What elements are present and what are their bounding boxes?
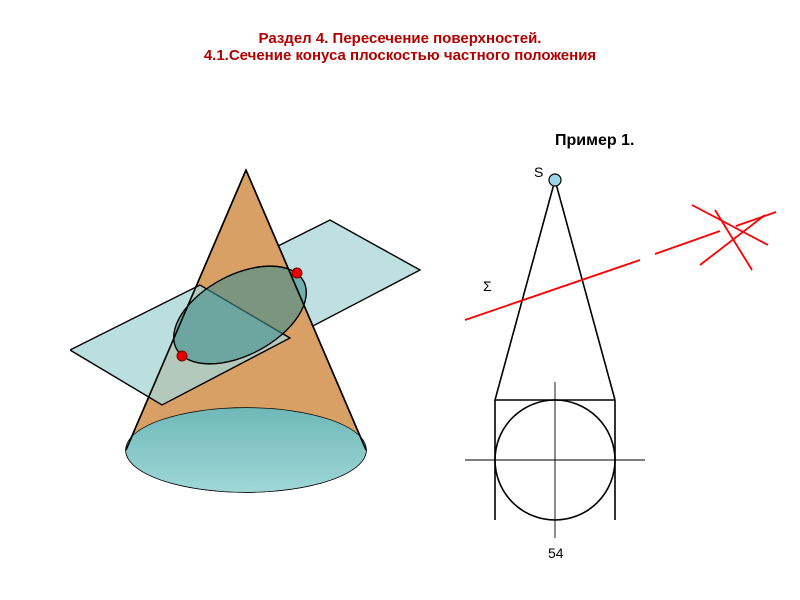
cross-line-2 — [715, 210, 752, 270]
apex-marker — [549, 174, 561, 186]
intersection-point-2 — [292, 268, 302, 278]
title-line-1: Раздел 4. Пересечение поверхностей. — [0, 30, 800, 47]
left-3d-figure — [70, 140, 430, 540]
title-line-2: 4.1.Сечение конуса плоскостью частного п… — [0, 47, 800, 64]
title-block: Раздел 4. Пересечение поверхностей. 4.1.… — [0, 30, 800, 64]
page-number: 54 — [548, 545, 564, 561]
red-cross-mark — [690, 195, 780, 285]
sigma-label: Σ — [483, 278, 492, 294]
intersection-point-1 — [177, 351, 187, 361]
example-label: Пример 1. — [555, 132, 634, 150]
cone-base-ellipse-shade — [126, 408, 366, 492]
s-label: S — [534, 164, 543, 180]
